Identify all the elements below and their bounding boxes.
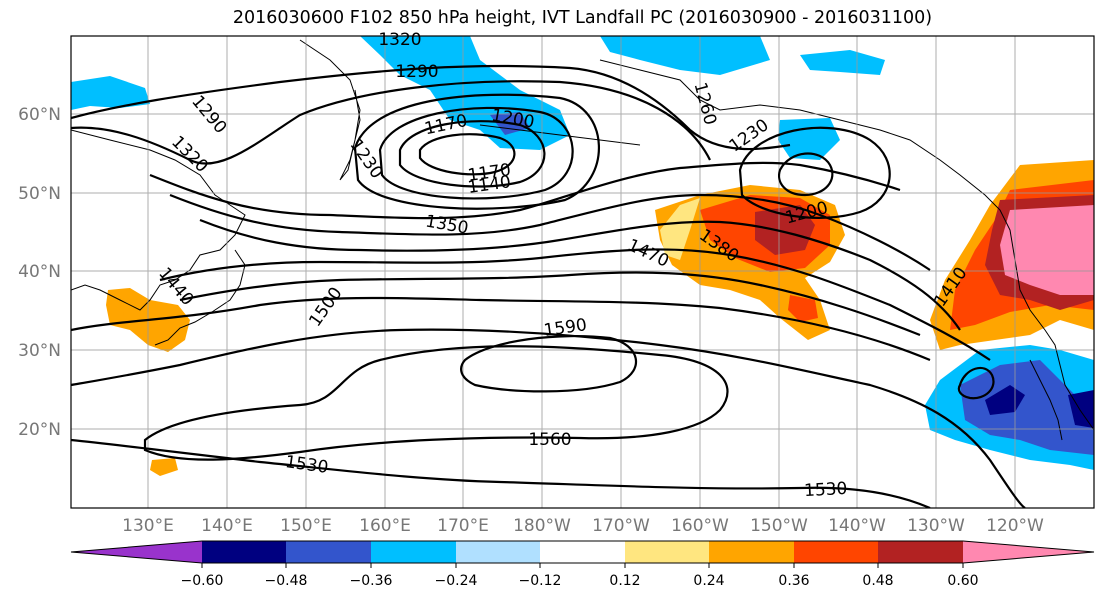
colorbar-segment — [456, 541, 540, 563]
lon-label: 160°E — [359, 516, 411, 536]
contour-1530 — [71, 328, 1026, 508]
colorbar-segment — [709, 541, 794, 563]
lon-label: 120°W — [986, 516, 1044, 536]
map-title: 2016030600 F102 850 hPa height, IVT Land… — [232, 8, 933, 28]
lon-label: 140°E — [201, 516, 253, 536]
shade-pos-plume-tip — [788, 295, 818, 322]
shade-neg-northwest — [71, 76, 150, 110]
colorbar-tick-label: 0.12 — [609, 573, 640, 589]
contour-baja-small — [957, 366, 995, 400]
colorbar-tick-label: 0.36 — [778, 573, 809, 589]
colorbar-tick-labels: −0.60 −0.48 −0.36 −0.24 −0.12 0.12 0.24 … — [181, 573, 979, 589]
shade-neg-canada — [800, 50, 885, 75]
lon-label: 150°W — [750, 516, 808, 536]
contour-1410 — [199, 218, 961, 331]
colorbar-segment — [878, 541, 963, 563]
contour-label: 1320 — [378, 30, 421, 50]
coast-aleutians — [479, 124, 641, 146]
lon-label: 130°E — [122, 516, 174, 536]
colorbar-tick-label: −0.60 — [181, 573, 224, 589]
longitude-labels: 130°E 140°E 150°E 160°E 170°E 180°W 170°… — [122, 516, 1044, 536]
colorbar-segment — [371, 541, 456, 563]
shade-japan-inner — [120, 298, 150, 325]
colorbar-segment — [963, 541, 1094, 563]
colorbar-tick-label: −0.12 — [519, 573, 562, 589]
shade-neg-alaska — [600, 36, 770, 75]
contour-low-1 — [418, 133, 516, 176]
colorbar — [70, 540, 1095, 568]
colorbar-segment — [794, 541, 878, 563]
colorbar-tick-label: 0.60 — [947, 573, 978, 589]
colorbar-tick-label: 0.48 — [862, 573, 893, 589]
contour-label: 1530 — [804, 479, 848, 501]
colorbar-tick-label: −0.48 — [265, 573, 308, 589]
coast-alaska — [599, 59, 1094, 431]
lon-label: 130°W — [907, 516, 965, 536]
colorbar-segment — [540, 541, 625, 563]
contour-low-3 — [378, 106, 574, 200]
contour-label: 1560 — [528, 430, 571, 450]
contour-1500 — [71, 296, 931, 362]
shade-japan-small — [150, 458, 178, 476]
lon-label: 140°W — [828, 516, 886, 536]
contour-1560 — [143, 345, 729, 461]
colorbar-tick-label: −0.36 — [350, 573, 393, 589]
lat-label: 50°N — [18, 184, 61, 204]
plot-frame — [70, 35, 1095, 509]
contour-low-4 — [353, 93, 600, 210]
colorbar-segment — [625, 541, 709, 563]
colorbar-segment — [202, 541, 286, 563]
lon-label: 160°W — [671, 516, 729, 536]
contour-gulf-low-2 — [738, 126, 891, 219]
contour-1530-south — [71, 438, 931, 508]
contour-low-2 — [398, 120, 546, 188]
coast-baja — [1029, 359, 1063, 441]
lon-label: 180°W — [513, 516, 571, 536]
contour-1320 — [71, 80, 711, 165]
colorbar-segment — [71, 541, 202, 563]
lon-label: 170°E — [437, 516, 489, 536]
contour-1590 — [460, 334, 638, 393]
colorbar-tick-label: 0.24 — [693, 573, 724, 589]
lon-label: 150°E — [280, 516, 332, 536]
contour-1440 — [159, 248, 991, 361]
lat-label: 30°N — [18, 341, 61, 361]
height-contours — [71, 64, 1026, 508]
coast-asia — [71, 129, 246, 311]
contour-1470 — [179, 271, 921, 337]
coast-kamchatka — [299, 39, 361, 181]
contour-1380 — [169, 193, 931, 271]
latitude-labels: 60°N 50°N 40°N 30°N 20°N — [18, 105, 61, 440]
contour-1350 — [149, 161, 901, 220]
colorbar-tick-label: −0.24 — [435, 573, 478, 589]
shade-neg-baja-core2 — [1068, 390, 1094, 428]
shade-pos-plume-weak — [660, 198, 700, 260]
shade-pos-coast-max — [1000, 205, 1094, 295]
lat-label: 40°N — [18, 262, 61, 282]
lat-label: 60°N — [18, 105, 61, 125]
contour-gulf-low — [778, 152, 834, 197]
contour-1290 — [71, 64, 791, 151]
contour-label: 1290 — [395, 62, 438, 82]
colorbar-segment — [286, 541, 371, 563]
lon-label: 170°W — [592, 516, 650, 536]
lat-label: 20°N — [18, 420, 61, 440]
